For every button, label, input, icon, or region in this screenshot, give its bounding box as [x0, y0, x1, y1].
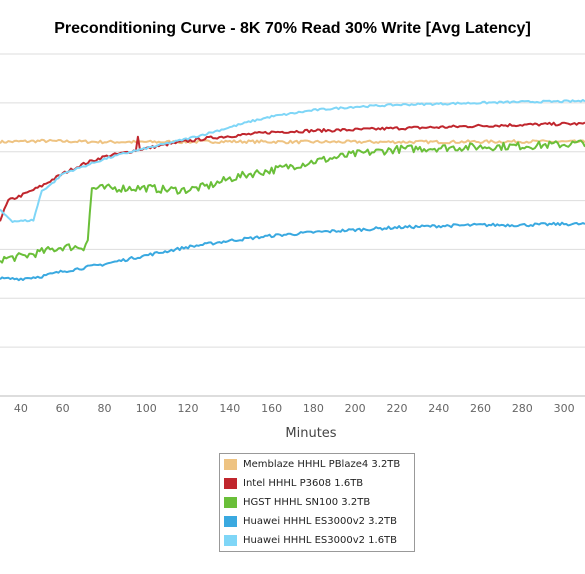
legend-label: Intel HHHL P3608 1.6TB	[243, 478, 364, 489]
legend-label: HGST HHHL SN100 3.2TB	[243, 497, 371, 508]
legend-item: Intel HHHL P3608 1.6TB	[220, 474, 414, 493]
series-line-0	[0, 138, 585, 145]
legend-item: Huawei HHHL ES3000v2 1.6TB	[220, 531, 414, 550]
x-tick-label: 220	[386, 402, 407, 415]
legend-label: Memblaze HHHL PBlaze4 3.2TB	[243, 459, 401, 470]
x-tick-label: 180	[303, 402, 324, 415]
x-tick-label: 140	[219, 402, 240, 415]
legend-swatch	[224, 535, 237, 546]
legend: Memblaze HHHL PBlaze4 3.2TB Intel HHHL P3…	[219, 453, 415, 552]
series-line-4	[0, 99, 585, 223]
series-line-2	[0, 139, 585, 264]
legend-swatch	[224, 459, 237, 470]
x-tick-label: 160	[261, 402, 282, 415]
legend-swatch	[224, 478, 237, 489]
x-tick-label: 120	[178, 402, 199, 415]
x-tick-label: 60	[56, 402, 70, 415]
x-tick-label: 100	[136, 402, 157, 415]
tick-layer: 40 60 80 100 120 140 160 180 200 220 240 260 280 300	[14, 402, 575, 415]
x-tick-label: 40	[14, 402, 28, 415]
x-tick-label: 300	[554, 402, 575, 415]
legend-label: Huawei HHHL ES3000v2 3.2TB	[243, 516, 398, 527]
legend-swatch	[224, 516, 237, 527]
legend-swatch	[224, 497, 237, 508]
legend-item: Memblaze HHHL PBlaze4 3.2TB	[220, 455, 414, 474]
series-layer	[0, 99, 585, 282]
x-tick-label: 80	[97, 402, 111, 415]
legend-item: HGST HHHL SN100 3.2TB	[220, 493, 414, 512]
series-line-3	[0, 221, 585, 282]
x-tick-label: 260	[470, 402, 491, 415]
x-tick-label: 280	[512, 402, 533, 415]
legend-item: Huawei HHHL ES3000v2 3.2TB	[220, 512, 414, 531]
series-line-1	[0, 121, 585, 222]
x-tick-label: 200	[345, 402, 366, 415]
x-axis-title: Minutes	[285, 426, 336, 441]
x-tick-label: 240	[428, 402, 449, 415]
chart-title: Preconditioning Curve - 8K 70% Read 30% …	[54, 20, 531, 37]
legend-label: Huawei HHHL ES3000v2 1.6TB	[243, 535, 398, 546]
